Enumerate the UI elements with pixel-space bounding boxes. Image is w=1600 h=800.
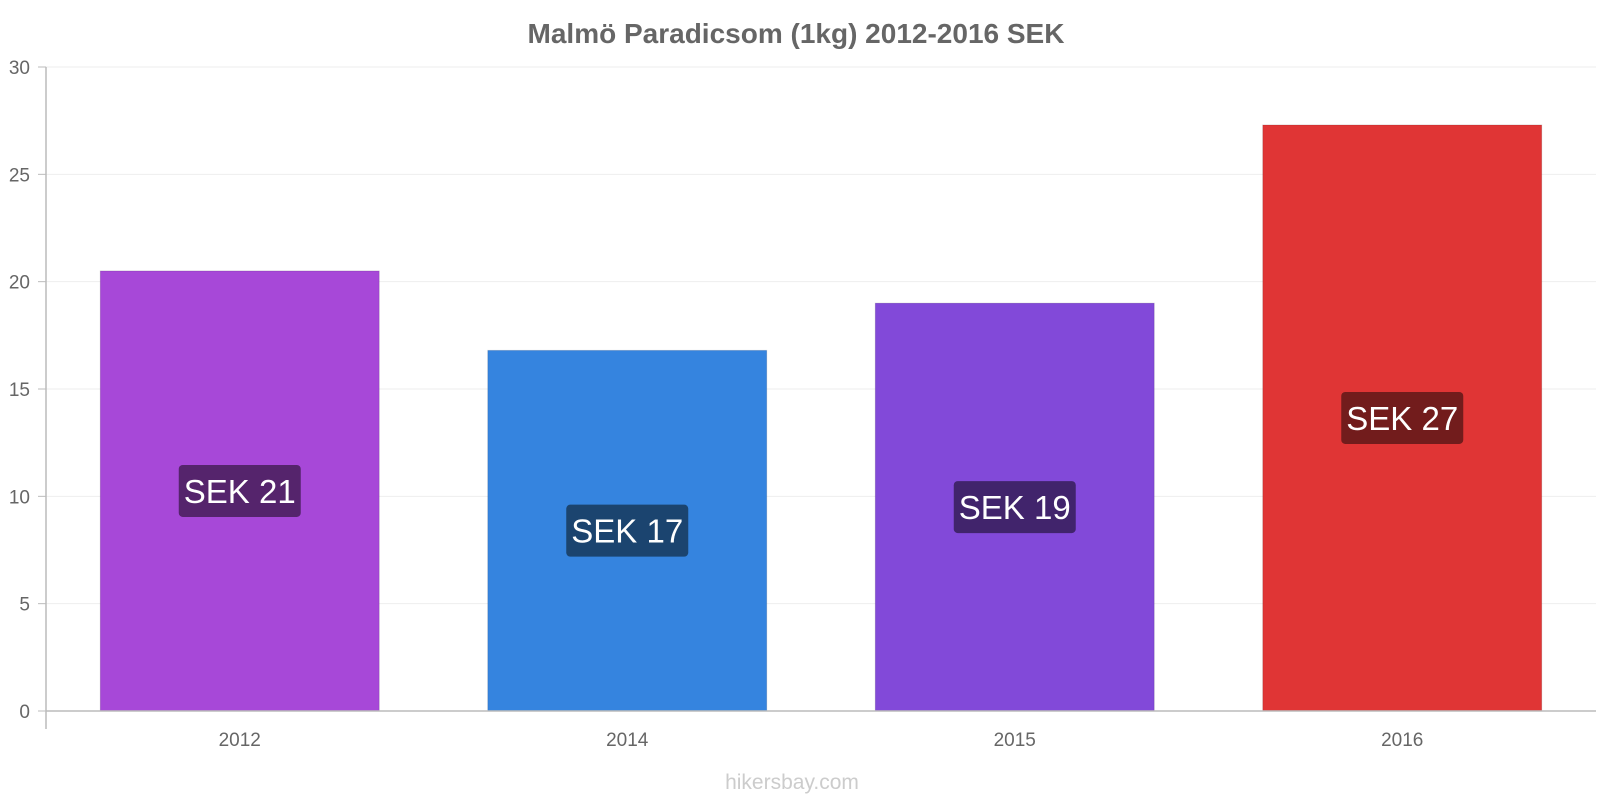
axes: 0 5 10 15 20 25 30 2012 2014 2015 2016 (9, 58, 1596, 751)
y-tick-label: 20 (9, 273, 30, 294)
y-tick-label: 25 (9, 165, 30, 186)
watermark: hikersbay.com (725, 771, 859, 794)
data-labels: SEK 21 SEK 17 SEK 19 SEK 27 (178, 391, 1464, 557)
y-tick-label: 5 (19, 595, 30, 616)
data-label: SEK 27 (1346, 400, 1458, 437)
data-label: SEK 17 (571, 513, 683, 550)
data-label-box (953, 481, 1076, 534)
y-tick-label: 0 (19, 702, 30, 723)
x-tick-label: 2016 (1381, 730, 1423, 751)
y-tick-label: 10 (9, 487, 30, 508)
x-tick-label: 2015 (994, 730, 1036, 751)
x-tick-label: 2014 (606, 730, 649, 751)
y-tick-label: 15 (9, 380, 30, 401)
data-label: SEK 21 (184, 473, 296, 510)
data-label-box (1341, 391, 1464, 444)
data-label-box (566, 504, 689, 557)
data-label: SEK 19 (959, 489, 1071, 526)
bars (99, 124, 1543, 712)
x-tick-label: 2012 (219, 730, 261, 751)
data-label-box (178, 464, 301, 517)
chart-title: Malmö Paradicsom (1kg) 2012-2016 SEK (528, 18, 1065, 49)
y-tick-label: 30 (9, 58, 30, 79)
